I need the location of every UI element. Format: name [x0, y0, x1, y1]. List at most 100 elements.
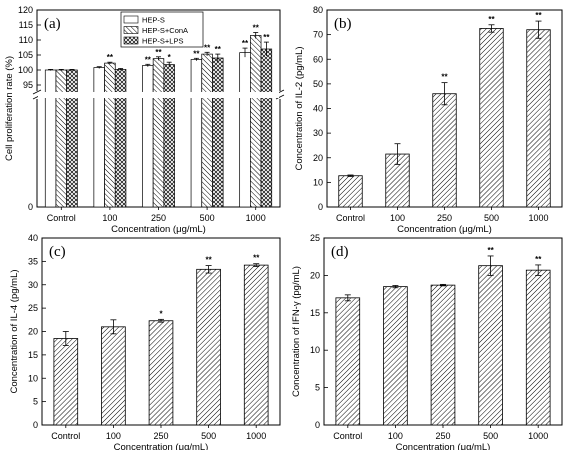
- x-tick-label: Control: [47, 213, 76, 223]
- x-tick-label: 250: [437, 213, 452, 223]
- bar: [250, 35, 262, 208]
- y-tick-label: 95: [23, 80, 33, 90]
- x-tick-label: 500: [483, 431, 498, 441]
- y-tick-label: 0: [33, 420, 38, 430]
- bar: [260, 48, 273, 208]
- significance-label: **: [441, 73, 448, 82]
- bar: [212, 57, 224, 208]
- significance-label: **: [145, 55, 152, 64]
- bar: [338, 175, 363, 208]
- y-tick-label: 0: [318, 202, 323, 212]
- y-tick-label: 10: [313, 177, 323, 187]
- y-axis-title: Cell proliferation rate (%): [4, 56, 15, 161]
- y-tick-label: 10: [28, 373, 38, 383]
- legend-label: HEP-S: [142, 16, 165, 25]
- x-axis-title: Concentration (μg/mL): [396, 442, 491, 450]
- legend-swatch: [123, 26, 139, 34]
- y-tick-label: 15: [310, 308, 320, 318]
- significance-label: **: [242, 39, 249, 48]
- bar: [335, 297, 361, 426]
- x-axis-title: Concentration (μg/mL): [397, 224, 492, 235]
- bar: [93, 67, 105, 208]
- bar: [526, 29, 551, 208]
- y-tick-label: 60: [313, 54, 323, 64]
- y-tick-label: 120: [18, 5, 33, 15]
- bar: [383, 286, 408, 426]
- axis-break-gap: [34, 91, 40, 99]
- bar: [239, 52, 251, 208]
- bar: [101, 326, 126, 426]
- significance-label: **: [487, 246, 494, 255]
- y-tick-label: 20: [310, 270, 320, 280]
- x-tick-label: 1000: [528, 431, 548, 441]
- y-tick-label: 105: [18, 50, 33, 60]
- significance-label: **: [253, 24, 260, 33]
- legend-label: HEP-S+LPS: [142, 37, 183, 46]
- x-tick-label: 500: [484, 213, 499, 223]
- panel-label: (c): [49, 244, 66, 260]
- bar: [142, 65, 154, 208]
- x-tick-label: 100: [390, 213, 405, 223]
- bar: [243, 264, 269, 426]
- y-tick-label: 5: [33, 397, 38, 407]
- y-tick-label: 110: [19, 35, 33, 45]
- panel-label: (d): [331, 244, 349, 260]
- x-tick-label: 250: [153, 431, 168, 441]
- x-tick-label: 250: [151, 213, 166, 223]
- legend-swatch: [123, 15, 139, 24]
- significance-label: **: [488, 15, 495, 24]
- significance-label: **: [205, 256, 212, 265]
- significance-label: **: [193, 49, 200, 58]
- x-tick-label: 100: [388, 431, 403, 441]
- axis-break-mark: [32, 89, 42, 95]
- bar: [148, 320, 174, 426]
- y-tick-label: 25: [310, 233, 320, 243]
- y-axis-title: Concentration of IL-2 (pg/mL): [294, 46, 305, 170]
- y-tick-label: 80: [313, 5, 323, 15]
- x-tick-label: Control: [336, 213, 365, 223]
- y-tick-label: 30: [28, 280, 38, 290]
- y-tick-label: 0: [28, 202, 33, 212]
- axis-break-mark: [275, 94, 285, 100]
- y-tick-label: 50: [313, 79, 323, 89]
- legend-label: HEP-S+ConA: [142, 26, 188, 35]
- x-tick-label: 250: [435, 431, 450, 441]
- x-tick-label: Control: [333, 431, 362, 441]
- bar: [55, 69, 67, 208]
- significance-label: *: [168, 53, 172, 62]
- bar: [478, 265, 503, 426]
- y-tick-label: 20: [313, 153, 323, 163]
- y-axis-title: Concentration of IL-4 (pg/mL): [9, 269, 20, 393]
- x-axis-title: Concentration (μg/mL): [114, 442, 209, 450]
- significance-label: **: [155, 48, 162, 57]
- y-tick-label: 10: [310, 345, 320, 355]
- x-tick-label: 100: [102, 213, 117, 223]
- bar: [190, 59, 203, 208]
- y-tick-label: 40: [313, 104, 323, 114]
- significance-label: **: [535, 255, 542, 264]
- x-tick-label: Control: [51, 431, 80, 441]
- bar: [163, 64, 175, 208]
- bar: [201, 53, 213, 208]
- y-axis-title: Concentration of IFN-γ (pg/mL): [291, 266, 302, 397]
- panel-label: (b): [334, 16, 352, 32]
- bar: [525, 269, 551, 426]
- significance-label: *: [159, 309, 163, 318]
- x-tick-label: 1000: [528, 213, 548, 223]
- significance-label: **: [253, 254, 260, 263]
- significance-label: **: [263, 33, 270, 42]
- bar: [432, 93, 457, 208]
- bar: [479, 28, 504, 208]
- bar: [44, 69, 57, 208]
- y-tick-label: 15: [28, 350, 38, 360]
- y-tick-label: 25: [28, 303, 38, 313]
- y-tick-label: 115: [19, 20, 33, 30]
- chart-panel-d: (d) Control 100 250 500 1000 Concentration (μg…: [291, 233, 563, 450]
- y-tick-label: 70: [313, 30, 323, 40]
- y-tick-label: 40: [28, 233, 38, 243]
- panel-label: (a): [44, 16, 61, 32]
